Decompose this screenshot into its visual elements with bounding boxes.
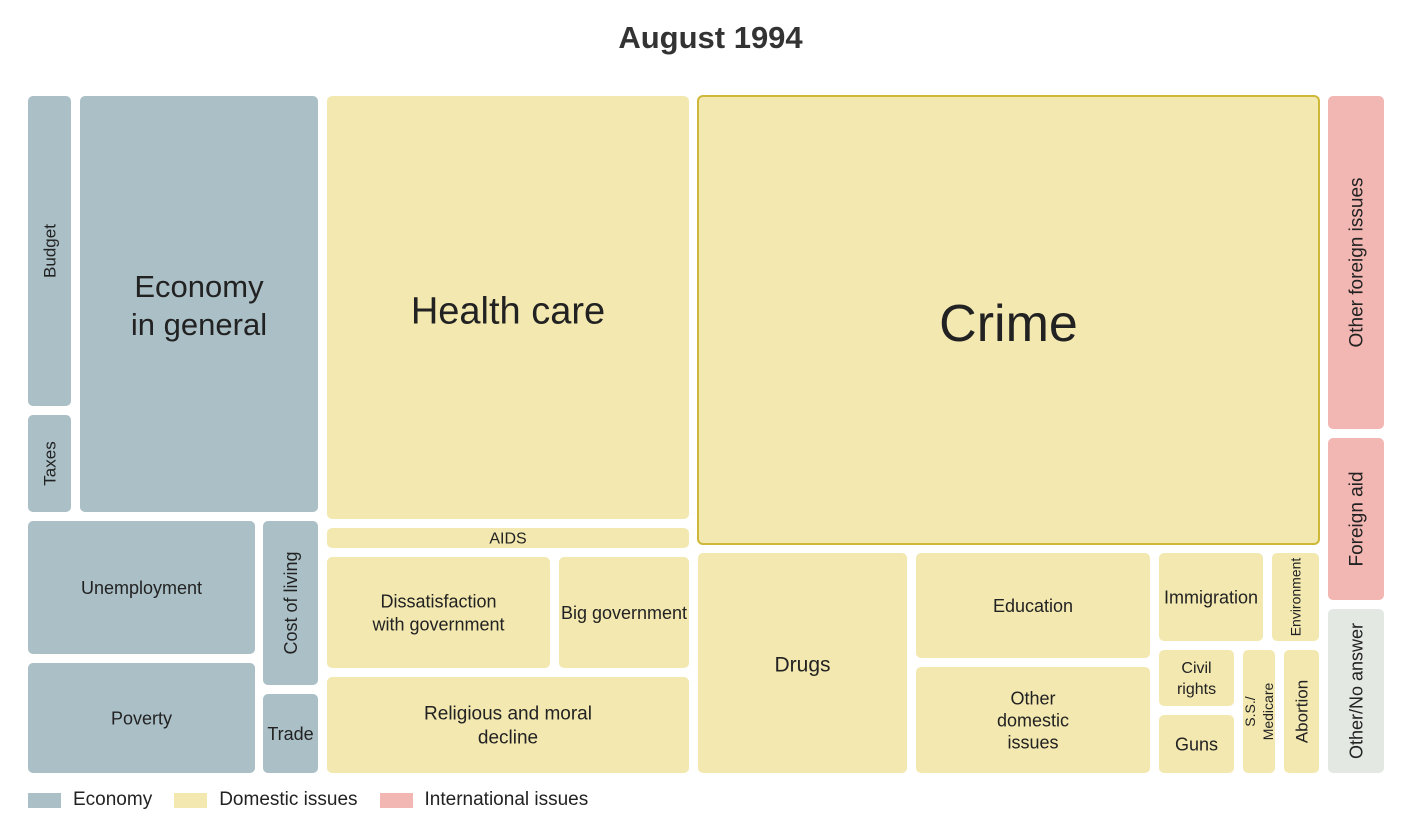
- treemap-label-other-domestic-issues: Other domestic issues: [997, 688, 1069, 752]
- treemap-label-aids: AIDS: [489, 531, 526, 548]
- treemap-label-civil-rights: Civil rights: [1177, 660, 1216, 698]
- treemap-cell-civil-rights: [1159, 650, 1234, 706]
- treemap-label-unemployment: Unemployment: [81, 578, 202, 598]
- treemap-label-foreign-aid: Foreign aid: [1347, 471, 1368, 566]
- treemap-label-abortion: Abortion: [1292, 680, 1311, 743]
- treemap-cell-trade: [263, 694, 318, 773]
- treemap-label-other-no-answer: Other/No answer: [1346, 623, 1366, 759]
- legend: Economy Domestic issues International is…: [28, 788, 610, 812]
- treemap-label-education: Education: [993, 596, 1073, 616]
- treemap-cell-cost-of-living: [263, 521, 318, 685]
- treemap-cell-drugs: [698, 553, 907, 773]
- treemap-label-other-foreign-issues: Other foreign issues: [1347, 177, 1368, 347]
- legend-label-domestic: Domestic issues: [219, 789, 358, 810]
- treemap-cell-taxes: [28, 415, 71, 512]
- treemap-label-crime: Crime: [939, 295, 1078, 353]
- treemap-cell-health-care: [327, 96, 689, 519]
- treemap-cell-education: [916, 553, 1150, 658]
- treemap-label-immigration: Immigration: [1164, 587, 1258, 607]
- treemap-label-taxes: Taxes: [40, 441, 59, 485]
- treemap-label-guns: Guns: [1175, 734, 1218, 754]
- treemap-label-big-government: Big government: [561, 603, 687, 623]
- legend-label-economy: Economy: [73, 789, 153, 810]
- treemap-cell-religious-and-moral-decline: [327, 677, 689, 773]
- treemap-label-s-s-medicare: S.S./Medicare: [1242, 683, 1276, 741]
- treemap-label-cost-of-living: Cost of living: [281, 551, 301, 654]
- treemap-cell-foreign-aid: [1328, 438, 1384, 600]
- treemap-label-religious-and-moral-decline: Religious and moral decline: [424, 704, 592, 749]
- treemap-cell-big-government: [559, 557, 689, 668]
- legend-item-domestic: Domestic issues: [174, 789, 358, 811]
- treemap-label-health-care: Health care: [411, 290, 605, 332]
- chart-title: August 1994: [618, 20, 803, 55]
- legend-swatch-economy: [28, 792, 61, 808]
- treemap-cell-aids: [327, 528, 689, 548]
- treemap-cell-unemployment: [28, 521, 255, 654]
- legend-item-economy: Economy: [28, 789, 152, 811]
- treemap-cell-guns: [1159, 715, 1234, 773]
- treemap-cell-other-no-answer: [1328, 609, 1384, 773]
- treemap-cell-abortion: [1284, 650, 1319, 773]
- treemap-label-poverty: Poverty: [111, 708, 172, 728]
- treemap-cell-immigration: [1159, 553, 1263, 641]
- treemap-label-trade: Trade: [267, 724, 313, 744]
- treemap-cell-environment: [1272, 553, 1319, 641]
- treemap-label-dissatisfaction-with-government: Dissatisfaction with government: [371, 591, 504, 634]
- treemap-label-environment: Environment: [1287, 558, 1303, 637]
- legend-label-international: International issues: [424, 789, 589, 810]
- legend-swatch-domestic: [174, 792, 208, 808]
- treemap-label-economy-in-general: Economy in general: [131, 269, 267, 342]
- treemap-cell-other-domestic-issues: [916, 667, 1150, 773]
- treemap-cell-budget: [28, 96, 71, 406]
- treemap-label-drugs: Drugs: [774, 653, 830, 676]
- treemap-cell-crime: [697, 95, 1320, 545]
- legend-item-international: International issues: [379, 789, 589, 811]
- treemap-label-budget: Budget: [40, 224, 59, 278]
- treemap-cell-other-foreign-issues: [1328, 96, 1384, 429]
- treemap-cell-economy-in-general: [80, 96, 318, 512]
- treemap-cell-dissatisfaction-with-government: [327, 557, 550, 668]
- treemap-cell-s-s-medicare: [1243, 650, 1275, 773]
- legend-swatch-international: [379, 792, 413, 808]
- treemap-cell-poverty: [28, 663, 255, 773]
